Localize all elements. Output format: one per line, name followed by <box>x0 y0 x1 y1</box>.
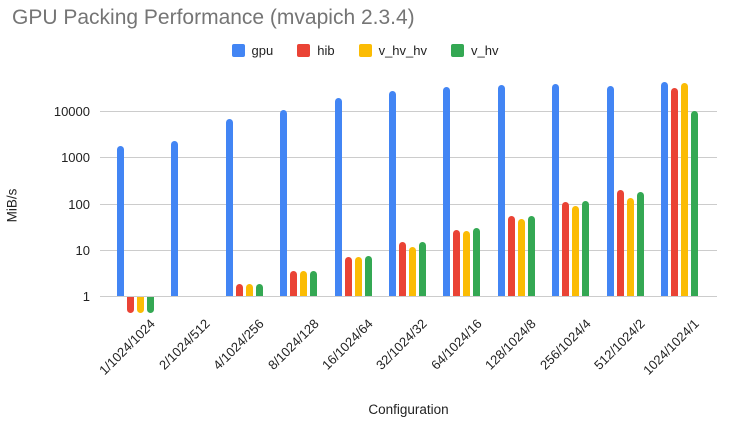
chart-title: GPU Packing Performance (mvapich 2.3.4) <box>12 6 415 29</box>
bar-v_hv-1/1024/1024[interactable] <box>147 296 154 313</box>
legend-item-gpu: gpu <box>231 43 274 58</box>
bar-hib-256/1024/4[interactable] <box>562 202 570 297</box>
x-tick-label: 1/1024/1024 <box>96 316 159 378</box>
bar-v_hv_hv-128/1024/8[interactable] <box>517 218 525 297</box>
x-tick-label: 1024/1024/1 <box>640 316 703 378</box>
legend-item-hib: hib <box>297 43 335 58</box>
legend-item-v_hv: v_hv <box>451 43 498 58</box>
legend-swatch-v_hv <box>451 44 464 57</box>
legend-label-v_hv_hv: v_hv_hv <box>378 43 427 58</box>
gridline <box>100 203 717 205</box>
bar-v_hv_hv-1/1024/1024[interactable] <box>137 296 144 313</box>
bar-v_hv-4/1024/256[interactable] <box>255 283 263 297</box>
x-tick-label: 128/1024/8 <box>482 316 539 373</box>
gridline <box>100 157 717 159</box>
bar-hib-16/1024/64[interactable] <box>344 257 352 297</box>
gridline <box>100 111 717 113</box>
bar-hib-8/1024/128[interactable] <box>290 271 298 297</box>
legend-swatch-hib <box>297 44 311 57</box>
y-axis-title: MiB/s <box>4 188 20 223</box>
bar-v_hv_hv-8/1024/128[interactable] <box>300 271 308 297</box>
legend-label-v_hv: v_hv <box>471 43 499 58</box>
bar-gpu-1/1024/1024[interactable] <box>117 146 124 297</box>
bar-gpu-16/1024/64[interactable] <box>334 97 342 297</box>
bar-hib-1/1024/1024[interactable] <box>127 296 134 313</box>
bar-gpu-2/1024/512[interactable] <box>171 141 179 297</box>
bar-v_hv-16/1024/64[interactable] <box>364 256 372 297</box>
bar-hib-512/1024/2[interactable] <box>616 190 624 297</box>
bar-gpu-64/1024/16[interactable] <box>443 86 451 297</box>
bar-v_hv_hv-4/1024/256[interactable] <box>245 283 253 297</box>
bar-v_hv_hv-512/1024/2[interactable] <box>626 198 634 297</box>
bar-gpu-32/1024/32[interactable] <box>389 91 396 297</box>
y-tick-label: 1000 <box>61 150 90 166</box>
bar-gpu-512/1024/2[interactable] <box>606 85 614 297</box>
bar-hib-32/1024/32[interactable] <box>399 242 406 297</box>
legend-label-hib: hib <box>317 43 335 58</box>
x-axis-title: Configuration <box>368 402 449 417</box>
bar-v_hv_hv-64/1024/16[interactable] <box>463 231 471 297</box>
bar-v_hv_hv-1024/1024/1[interactable] <box>681 83 688 297</box>
x-tick-label: 16/1024/64 <box>319 316 376 373</box>
bar-hib-4/1024/256[interactable] <box>235 283 243 297</box>
x-tick-label: 4/1024/256 <box>210 316 267 373</box>
x-tick-label: 2/1024/512 <box>155 316 213 373</box>
legend-swatch-v_hv_hv <box>358 44 372 57</box>
bar-hib-64/1024/16[interactable] <box>453 229 461 297</box>
bar-gpu-1024/1024/1[interactable] <box>661 81 668 297</box>
bar-v_hv-32/1024/32[interactable] <box>419 241 426 297</box>
bar-v_hv_hv-16/1024/64[interactable] <box>354 257 362 297</box>
y-tick-label: 100 <box>68 196 90 212</box>
legend: gpu hib v_hv_hv v_hv <box>0 43 730 58</box>
bar-v_hv-512/1024/2[interactable] <box>636 191 644 297</box>
x-tick-label: 64/1024/16 <box>427 316 485 373</box>
x-tick-label: 512/1024/2 <box>591 316 648 373</box>
bar-gpu-256/1024/4[interactable] <box>552 83 560 297</box>
x-tick-label: 256/1024/4 <box>536 316 594 373</box>
bar-v_hv-8/1024/128[interactable] <box>310 270 318 297</box>
bar-gpu-8/1024/128[interactable] <box>280 109 288 297</box>
gridline <box>100 296 717 297</box>
y-tick-label: 10000 <box>53 104 90 120</box>
x-tick-label: 8/1024/128 <box>264 316 322 373</box>
bar-v_hv-128/1024/8[interactable] <box>527 216 535 297</box>
bar-v_hv_hv-256/1024/4[interactable] <box>572 206 580 297</box>
bar-hib-128/1024/8[interactable] <box>507 216 515 297</box>
bar-v_hv_hv-32/1024/32[interactable] <box>409 246 416 297</box>
legend-item-v_hv_hv: v_hv_hv <box>358 43 427 58</box>
y-tick-label: 10 <box>75 242 90 258</box>
bar-v_hv-1024/1024/1[interactable] <box>691 110 698 297</box>
x-tick-label: 32/1024/32 <box>373 316 431 373</box>
gridline <box>100 249 717 251</box>
legend-swatch-gpu <box>231 44 245 57</box>
bar-v_hv-64/1024/16[interactable] <box>473 227 481 297</box>
y-tick-label: 1 <box>82 289 90 304</box>
legend-label-gpu: gpu <box>251 43 274 58</box>
bar-gpu-128/1024/8[interactable] <box>497 84 505 297</box>
bar-hib-1024/1024/1[interactable] <box>671 87 678 297</box>
bar-v_hv-256/1024/4[interactable] <box>582 201 590 297</box>
bar-gpu-4/1024/256[interactable] <box>225 118 233 297</box>
